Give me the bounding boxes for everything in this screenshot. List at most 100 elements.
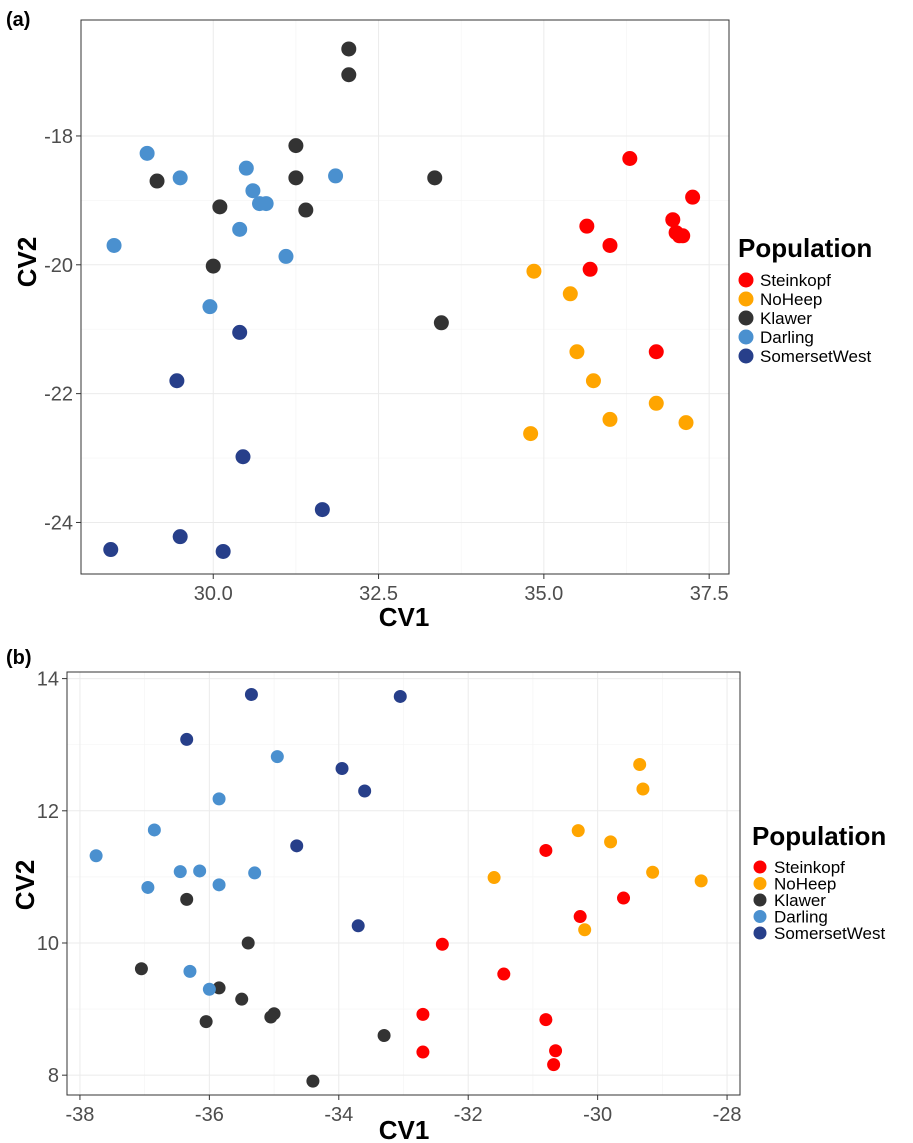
panel-b-tag: (b) [6, 647, 32, 669]
data-point-steinkopf [617, 891, 631, 905]
panel-b: (b) -38 -36 -34 -32 -30 -28 14 12 10 8 CV1 CV2 Po… [6, 647, 886, 1143]
legend-key-steinkopf [753, 860, 767, 874]
panel-b-legend-title: Population [752, 821, 886, 851]
data-point-steinkopf [539, 1013, 553, 1027]
legend-key-darling [738, 329, 754, 345]
data-point-somersetwest [215, 543, 231, 559]
x-tick-label: -38 [65, 1104, 94, 1126]
panel-a-axes: 30.0 32.5 35.0 37.5 -18 -20 -22 -24 [44, 126, 729, 605]
legend-label-darling: Darling [760, 328, 814, 347]
data-point-klawer [298, 202, 314, 218]
data-point-darling [89, 849, 103, 863]
data-point-darling [278, 248, 294, 264]
data-point-noheep [526, 263, 542, 279]
x-tick-label: 35.0 [524, 583, 563, 605]
x-tick-label: -36 [195, 1104, 224, 1126]
x-tick-label: 37.5 [690, 583, 729, 605]
data-point-noheep [678, 415, 694, 431]
data-point-klawer [306, 1074, 320, 1088]
data-point-darling [245, 183, 261, 199]
legend-label-klawer: Klawer [760, 309, 812, 328]
data-point-klawer [199, 1015, 213, 1029]
panel-a-border [80, 19, 730, 575]
data-point-somersetwest [180, 732, 194, 746]
legend-label-somersetwest: SomersetWest [774, 924, 885, 943]
legend-label-klawer: Klawer [774, 891, 826, 910]
data-point-noheep [648, 395, 664, 411]
legend-key-somersetwest [753, 926, 767, 940]
data-point-noheep [578, 923, 592, 937]
legend-label-noheep: NoHeep [774, 875, 836, 894]
panel-a-legend: Population SteinkopfNoHeepKlawerDarlingS… [738, 233, 872, 366]
data-point-steinkopf [416, 1007, 430, 1021]
legend-key-noheep [753, 877, 767, 890]
legend-label-darling: Darling [774, 908, 828, 927]
legend-label-steinkopf: Steinkopf [760, 271, 831, 290]
y-tick-label: -20 [44, 255, 73, 277]
legend-label-steinkopf: Steinkopf [774, 858, 845, 877]
legend-key-noheep [738, 291, 754, 307]
data-point-darling [328, 168, 344, 184]
data-point-noheep [585, 373, 601, 389]
data-point-somersetwest [393, 689, 407, 703]
data-point-darling [193, 864, 207, 878]
data-point-darling [270, 750, 284, 764]
panel-b-x-axis-title: CV1 [379, 1115, 430, 1143]
data-point-noheep [562, 286, 578, 302]
x-tick-label: -30 [583, 1104, 612, 1126]
data-point-somersetwest [290, 839, 304, 853]
data-point-darling [232, 221, 248, 237]
data-point-darling [173, 865, 187, 879]
panel-b-axes: -38 -36 -34 -32 -30 -28 14 12 10 8 [37, 669, 742, 1126]
y-tick-label: -24 [44, 512, 73, 534]
data-point-klawer [264, 1010, 278, 1024]
data-point-noheep [571, 824, 585, 838]
data-point-klawer [235, 992, 249, 1006]
data-point-somersetwest [235, 449, 251, 465]
data-point-somersetwest [169, 373, 185, 389]
legend-label-noheep: NoHeep [760, 290, 822, 309]
panel-b-points [89, 687, 708, 1088]
data-point-darling [183, 964, 197, 978]
data-point-klawer [433, 315, 449, 331]
panel-a-legend-title: Population [738, 233, 872, 263]
y-tick-label: 8 [48, 1065, 59, 1087]
data-point-klawer [341, 67, 357, 83]
data-point-steinkopf [416, 1045, 430, 1059]
data-point-noheep [636, 782, 650, 796]
data-point-somersetwest [103, 542, 119, 558]
data-point-steinkopf [579, 218, 595, 234]
x-tick-label: 30.0 [194, 583, 233, 605]
data-point-klawer [212, 199, 228, 215]
data-point-steinkopf [549, 1044, 563, 1058]
legend-key-steinkopf [738, 272, 754, 288]
data-point-somersetwest [358, 784, 372, 798]
data-point-steinkopf [648, 344, 664, 360]
data-point-klawer [134, 962, 148, 976]
data-point-somersetwest [314, 502, 330, 518]
data-point-noheep [694, 874, 708, 888]
data-point-steinkopf [622, 151, 638, 166]
data-point-darling [139, 145, 155, 161]
x-tick-label: 32.5 [359, 583, 398, 605]
panel-a-tag: (a) [6, 9, 30, 31]
panel-a-y-axis-title: CV2 [12, 237, 42, 288]
data-point-steinkopf [547, 1058, 561, 1072]
data-point-noheep [569, 344, 585, 360]
y-tick-label: 10 [37, 933, 59, 955]
legend-key-somersetwest [738, 348, 754, 364]
y-tick-label: 12 [37, 801, 59, 823]
data-point-steinkopf [539, 843, 553, 857]
data-point-darling [258, 196, 274, 212]
data-point-klawer [288, 170, 304, 186]
x-tick-label: -34 [324, 1104, 353, 1126]
data-point-somersetwest [172, 529, 188, 545]
panel-a-points [103, 41, 701, 559]
data-point-noheep [633, 758, 647, 772]
data-point-steinkopf [497, 967, 511, 981]
data-point-darling [212, 878, 226, 892]
data-point-noheep [487, 871, 501, 885]
y-tick-label: 14 [37, 669, 59, 691]
data-point-klawer [205, 258, 221, 274]
